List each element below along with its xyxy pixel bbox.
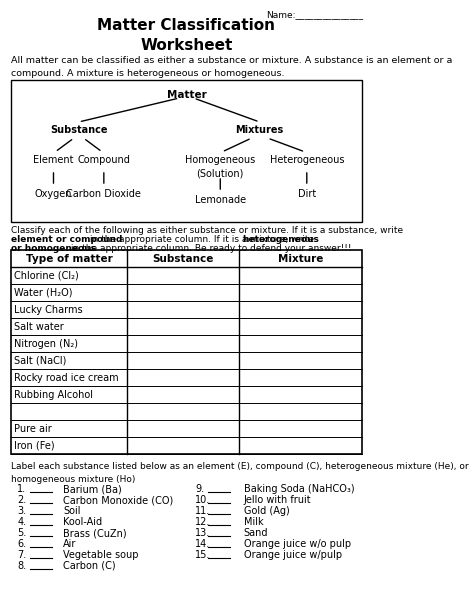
Text: in the appropriate column. Be ready to defend your answer!!!: in the appropriate column. Be ready to d… (68, 244, 351, 253)
Text: Mixture: Mixture (278, 254, 323, 264)
Text: Classify each of the following as either substance or mixture. If it is a substa: Classify each of the following as either… (11, 226, 403, 235)
Text: Mixtures: Mixtures (236, 125, 284, 135)
Text: Salt (NaCl): Salt (NaCl) (14, 356, 66, 365)
Text: in the appropriate column. If it is a mixture, write: in the appropriate column. If it is a mi… (87, 235, 317, 244)
Text: 2.: 2. (18, 495, 27, 505)
Text: Homogeneous
(Solution): Homogeneous (Solution) (185, 155, 255, 178)
Text: Barium (Ba): Barium (Ba) (63, 484, 122, 494)
Text: 4.: 4. (18, 517, 27, 527)
Text: Rocky road ice cream: Rocky road ice cream (14, 373, 119, 383)
Text: Air: Air (63, 539, 76, 549)
Text: Sand: Sand (244, 528, 268, 538)
Text: Element: Element (33, 155, 74, 165)
Text: Brass (CuZn): Brass (CuZn) (63, 528, 127, 538)
Text: Name:_______________: Name:_______________ (266, 10, 364, 19)
Text: Salt water: Salt water (14, 321, 64, 332)
Text: Soil: Soil (63, 506, 81, 516)
Text: 7.: 7. (18, 550, 27, 560)
Text: Substance: Substance (50, 125, 108, 135)
Text: Water (H₂O): Water (H₂O) (14, 287, 73, 297)
Text: 8.: 8. (18, 561, 27, 571)
Text: element or compound: element or compound (11, 235, 122, 244)
Text: Heterogeneous: Heterogeneous (270, 155, 344, 165)
Text: Kool-Aid: Kool-Aid (63, 517, 102, 527)
Text: Carbon (C): Carbon (C) (63, 561, 116, 571)
Text: Carbon Dioxide: Carbon Dioxide (66, 189, 141, 199)
Text: Nitrogen (N₂): Nitrogen (N₂) (14, 338, 78, 349)
Text: 13.: 13. (195, 528, 210, 538)
Text: heterogeneous: heterogeneous (242, 235, 319, 244)
Text: Rubbing Alcohol: Rubbing Alcohol (14, 389, 93, 400)
Text: 15.: 15. (195, 550, 210, 560)
Text: Dirt: Dirt (298, 189, 316, 199)
Text: 9.: 9. (195, 484, 204, 494)
Text: 12.: 12. (195, 517, 210, 527)
Text: All matter can be classified as either a substance or mixture. A substance is an: All matter can be classified as either a… (11, 56, 452, 77)
Text: Substance: Substance (153, 254, 214, 264)
Text: Lemonade: Lemonade (195, 195, 246, 205)
Text: 6.: 6. (18, 539, 27, 549)
Text: or homogeneous: or homogeneous (11, 244, 96, 253)
Text: Milk: Milk (244, 517, 264, 527)
Text: Vegetable soup: Vegetable soup (63, 550, 138, 560)
Text: Pure air: Pure air (14, 424, 52, 433)
Text: 5.: 5. (18, 528, 27, 538)
Text: Carbon Monoxide (CO): Carbon Monoxide (CO) (63, 495, 173, 505)
Text: Compound: Compound (77, 155, 130, 165)
Text: Type of matter: Type of matter (26, 254, 113, 264)
Text: Orange juice w/o pulp: Orange juice w/o pulp (244, 539, 351, 549)
Bar (11, 250, 362, 454)
Text: Iron (Fe): Iron (Fe) (14, 441, 55, 451)
Text: 3.: 3. (18, 506, 27, 516)
Text: Baking Soda (NaHCO₃): Baking Soda (NaHCO₃) (244, 484, 355, 494)
Text: Orange juice w/pulp: Orange juice w/pulp (244, 550, 342, 560)
Text: Chlorine (Cl₂): Chlorine (Cl₂) (14, 270, 79, 281)
Text: 14.: 14. (195, 539, 210, 549)
Text: Matter: Matter (166, 90, 206, 100)
Text: Gold (Ag): Gold (Ag) (244, 506, 290, 516)
Bar (11, 80, 362, 222)
Text: Lucky Charms: Lucky Charms (14, 305, 83, 314)
Text: Jello with fruit: Jello with fruit (244, 495, 311, 505)
Text: Oxygen: Oxygen (35, 189, 72, 199)
Text: 11.: 11. (195, 506, 210, 516)
Text: Label each substance listed below as an element (E), compound (C), heterogeneous: Label each substance listed below as an … (11, 462, 469, 484)
Text: Matter Classification
Worksheet: Matter Classification Worksheet (98, 18, 275, 53)
Text: 10.: 10. (195, 495, 210, 505)
Text: 1.: 1. (18, 484, 27, 494)
